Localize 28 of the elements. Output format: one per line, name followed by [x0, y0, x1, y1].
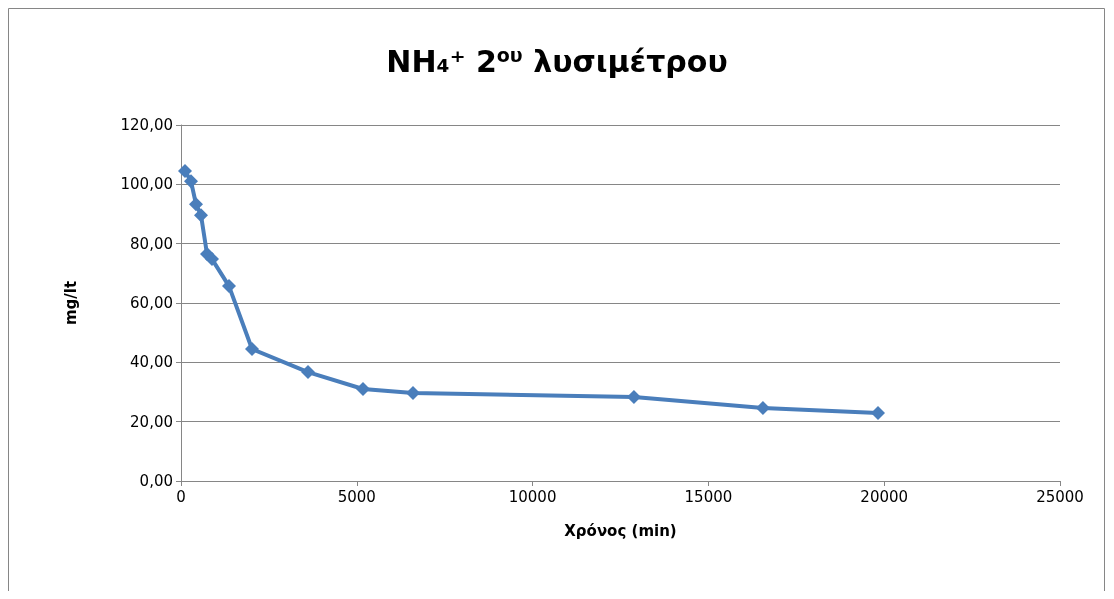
point [178, 163, 193, 178]
point [184, 174, 199, 189]
x-tick-label: 25000 [1036, 487, 1084, 506]
point [205, 252, 220, 267]
y-tick-label: 100,00 [120, 175, 173, 194]
y-tick-label: 20,00 [130, 412, 173, 431]
x-tick-label: 20000 [860, 487, 909, 506]
y-tick-label: 60,00 [130, 294, 173, 312]
point [355, 382, 370, 397]
x-tick-label: 0 [176, 487, 186, 506]
y-tick-label: 40,00 [130, 353, 173, 372]
point [870, 406, 885, 421]
point [626, 390, 641, 405]
x-tick-label: 5000 [337, 487, 376, 506]
x-tick-label: 10000 [508, 487, 557, 506]
x-tick-label: 15000 [684, 487, 733, 506]
point [189, 197, 204, 212]
y-tick-label: 0,00 [139, 472, 173, 490]
point [301, 365, 315, 380]
point [755, 401, 770, 416]
x-axis-title: Χρόνος (min) [564, 521, 677, 540]
y-axis-title: mg/lt [61, 280, 80, 326]
point [405, 385, 420, 400]
y-tick-label: 80,00 [130, 234, 173, 253]
point [221, 279, 236, 294]
point [194, 208, 209, 223]
point [245, 341, 260, 356]
y-tick-label: 120,00 [120, 116, 173, 134]
